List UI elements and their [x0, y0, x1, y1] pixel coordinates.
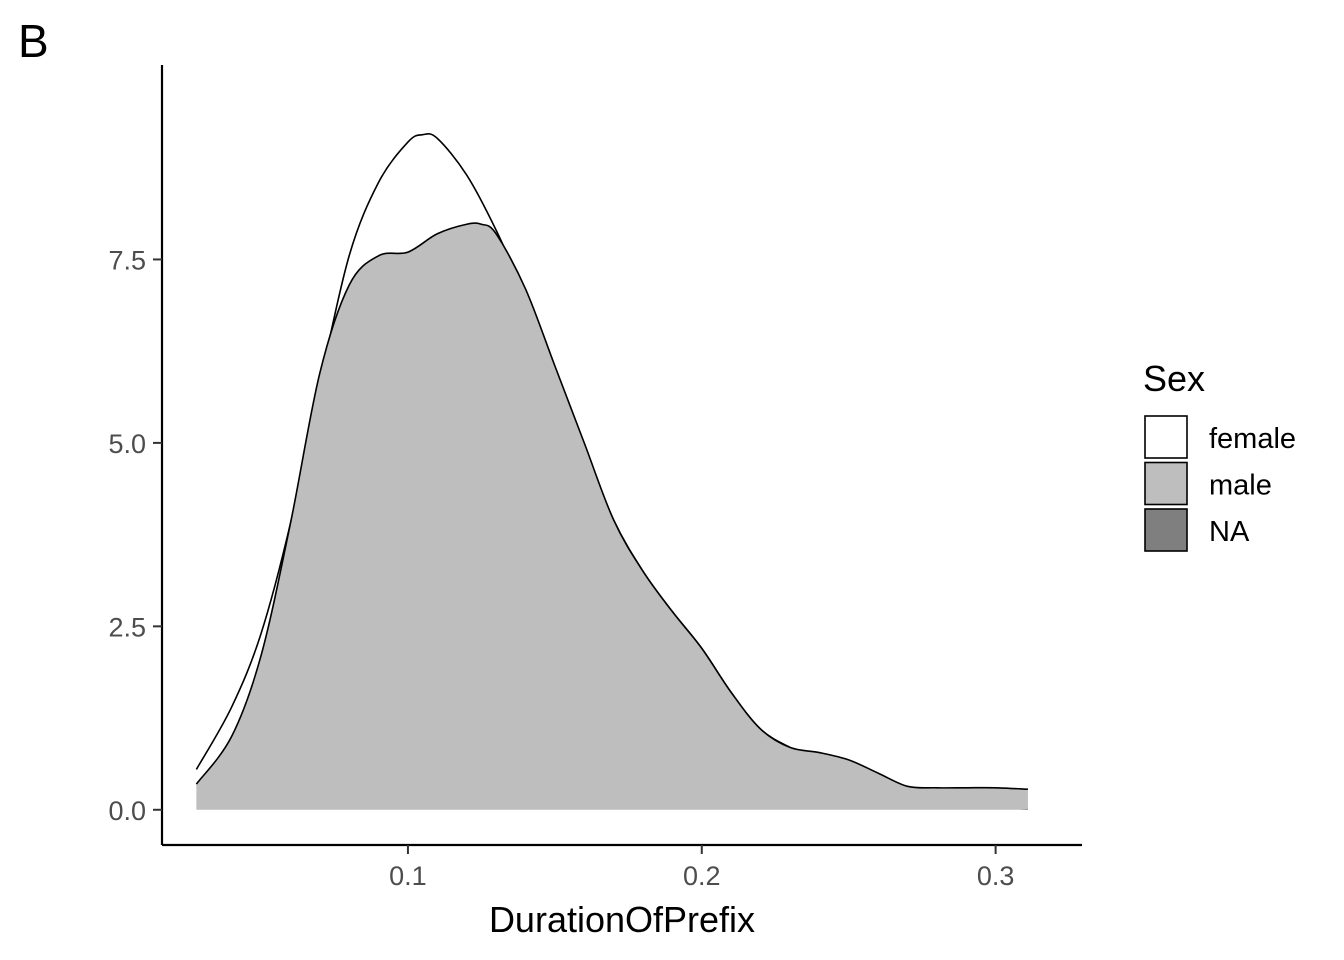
- x-tick-label: 0.3: [977, 861, 1015, 891]
- legend: Sex female male NA: [1143, 358, 1296, 552]
- density-outline-male: [195, 222, 1028, 791]
- y-tick-label: 7.5: [108, 245, 146, 275]
- legend-title: Sex: [1143, 358, 1205, 399]
- x-tick-label: 0.1: [389, 861, 427, 891]
- x-tick-label: 0.2: [683, 861, 721, 891]
- plot-area: [195, 132, 1028, 810]
- y-tick-label: 2.5: [108, 612, 146, 642]
- axes: [160, 65, 1082, 847]
- x-ticks: 0.1 0.2 0.3: [389, 845, 1014, 891]
- legend-label: NA: [1209, 516, 1250, 548]
- legend-item-male: male: [1144, 461, 1272, 506]
- legend-label: female: [1209, 423, 1296, 455]
- legend-item-na: NA: [1144, 508, 1250, 552]
- y-ticks: 0.0 2.5 5.0 7.5: [108, 245, 162, 826]
- density-area-male: [196, 223, 1028, 810]
- legend-swatch: [1144, 508, 1188, 552]
- panel-label: B: [18, 15, 49, 67]
- y-tick-label: 5.0: [108, 429, 146, 459]
- x-axis-title: DurationOfPrefix: [489, 899, 755, 940]
- y-tick-label: 0.0: [108, 796, 146, 826]
- legend-label: male: [1209, 470, 1272, 502]
- legend-swatch: [1144, 461, 1188, 506]
- legend-item-female: female: [1144, 415, 1296, 459]
- legend-swatch: [1144, 415, 1188, 459]
- density-series-male: [195, 222, 1028, 810]
